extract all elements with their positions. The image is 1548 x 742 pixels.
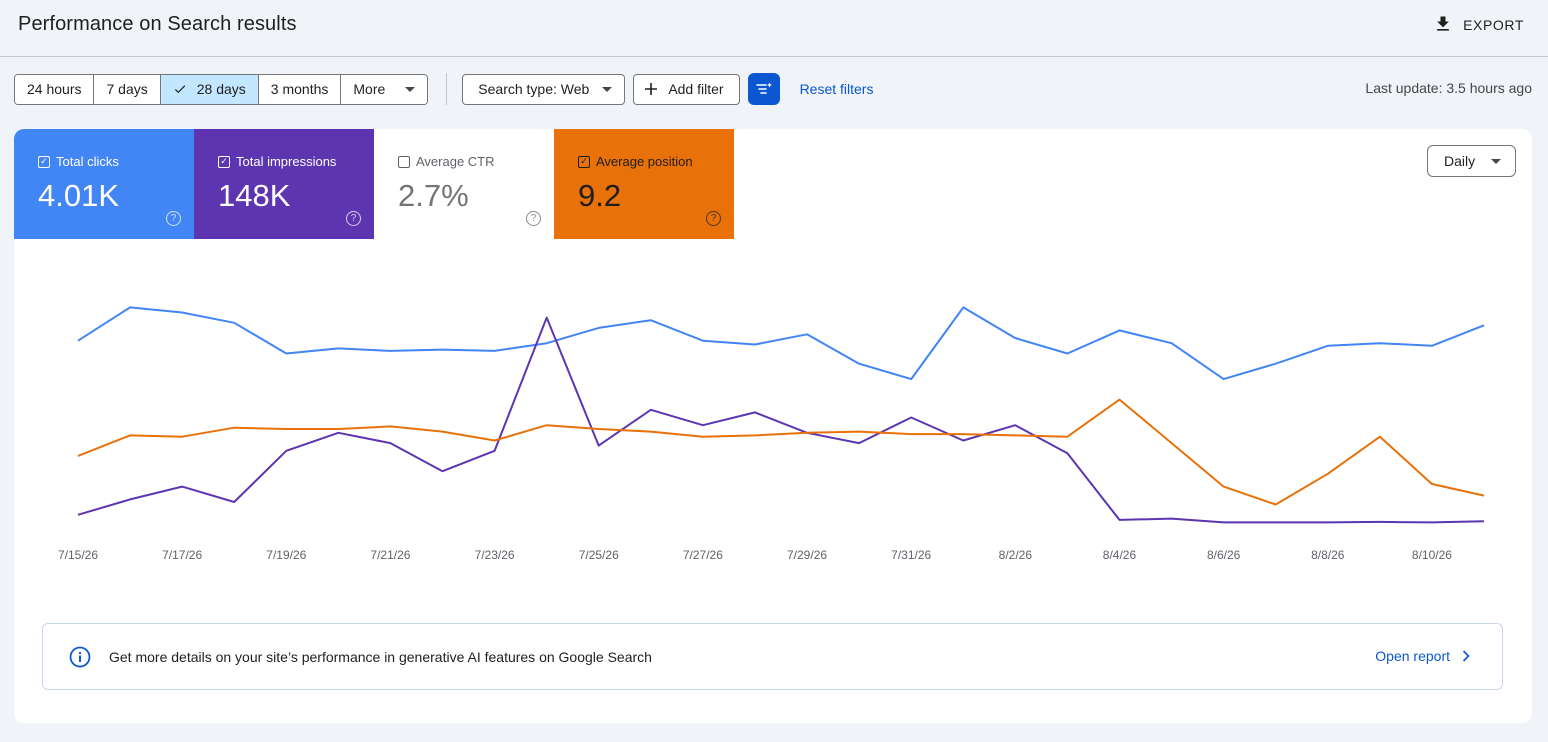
check-icon <box>173 82 187 96</box>
date-range-selector: 24 hours 7 days 28 days 3 months More <box>14 73 429 105</box>
metric-label-row: Average CTR <box>398 154 495 169</box>
metric-tabs: ✓ Total clicks 4.01K ? ✓ Total impressio… <box>14 129 734 239</box>
date-range-24-hours[interactable]: 24 hours <box>15 74 95 104</box>
info-icon <box>69 646 91 668</box>
open-report-label: Open report <box>1375 648 1450 664</box>
x-tick-label: 7/31/26 <box>891 548 931 562</box>
export-button[interactable]: EXPORT <box>1433 12 1524 38</box>
date-range-label: 28 days <box>196 81 246 97</box>
date-range-label: 7 days <box>106 81 148 97</box>
x-tick-label: 8/10/26 <box>1412 548 1452 562</box>
help-icon[interactable]: ? <box>166 211 181 226</box>
series-line-total-clicks <box>77 306 1485 381</box>
page-header: Performance on Search results EXPORT <box>0 0 1548 57</box>
x-tick-label: 8/6/26 <box>1207 548 1241 562</box>
series-line-average-position <box>77 398 1485 506</box>
filter-toolbar: 24 hours 7 days 28 days 3 months More Se… <box>14 73 873 105</box>
last-update-text: Last update: 3.5 hours ago <box>1365 80 1532 96</box>
date-range-label: More <box>353 81 386 97</box>
date-range-3-months[interactable]: 3 months <box>258 74 342 104</box>
help-icon[interactable]: ? <box>526 211 541 226</box>
metric-value: 148K <box>218 178 291 213</box>
x-tick-label: 8/4/26 <box>1103 548 1137 562</box>
x-tick-label: 7/29/26 <box>787 548 827 562</box>
ai-features-banner: Get more details on your site’s performa… <box>42 623 1503 690</box>
date-range-more-dropdown[interactable]: More <box>341 74 428 104</box>
metric-label-row: ✓ Total clicks <box>38 154 119 169</box>
granularity-dropdown[interactable]: Daily <box>1427 145 1516 177</box>
add-filter-button[interactable]: Add filter <box>633 73 740 105</box>
toolbar-divider <box>446 73 448 105</box>
page-title: Performance on Search results <box>18 13 297 35</box>
x-tick-label: 8/8/26 <box>1311 548 1345 562</box>
checkbox-checked-icon[interactable]: ✓ <box>38 155 50 168</box>
granularity-label: Daily <box>1444 153 1476 169</box>
x-tick-label: 7/15/26 <box>58 548 98 562</box>
checkbox-unchecked-icon[interactable] <box>398 155 410 168</box>
metric-value: 9.2 <box>578 178 622 213</box>
search-type-dropdown[interactable]: Search type: Web <box>462 73 626 105</box>
series-line-total-impressions <box>77 316 1485 524</box>
date-range-label: 24 hours <box>27 81 82 97</box>
reset-filters-link[interactable]: Reset filters <box>799 81 874 97</box>
metric-label-row: ✓ Total impressions <box>218 154 336 169</box>
x-tick-label: 7/27/26 <box>683 548 723 562</box>
banner-text: Get more details on your site’s performa… <box>109 649 652 665</box>
caret-down-icon <box>602 86 613 92</box>
help-icon[interactable]: ? <box>346 211 361 226</box>
metric-label: Average position <box>596 154 693 169</box>
open-report-link[interactable]: Open report <box>1375 648 1470 664</box>
metric-label: Total clicks <box>56 154 119 169</box>
metric-label: Average CTR <box>416 154 495 169</box>
metric-average-position[interactable]: ✓ Average position 9.2 ? <box>554 129 734 239</box>
x-tick-label: 7/21/26 <box>370 548 410 562</box>
search-type-label: Search type: Web <box>478 81 590 97</box>
metric-total-clicks[interactable]: ✓ Total clicks 4.01K ? <box>14 129 194 239</box>
smart-filter-button[interactable] <box>747 73 780 105</box>
metric-total-impressions[interactable]: ✓ Total impressions 148K ? <box>194 129 374 239</box>
add-filter-label: Add filter <box>668 81 724 97</box>
filter-sparkle-icon <box>755 80 773 98</box>
x-tick-label: 7/25/26 <box>579 548 619 562</box>
metric-value: 2.7% <box>398 178 469 213</box>
metric-label: Total impressions <box>236 154 337 169</box>
metric-value: 4.01K <box>38 178 120 213</box>
export-label: EXPORT <box>1463 17 1524 33</box>
x-tick-label: 8/2/26 <box>999 548 1033 562</box>
checkbox-checked-icon[interactable]: ✓ <box>578 155 590 168</box>
plus-icon <box>644 82 658 96</box>
download-icon <box>1433 14 1453 37</box>
metric-average-ctr[interactable]: Average CTR 2.7% ? <box>374 129 554 239</box>
x-tick-label: 7/17/26 <box>162 548 202 562</box>
chevron-right-icon <box>1462 650 1470 662</box>
help-icon[interactable]: ? <box>706 211 721 226</box>
checkbox-checked-icon[interactable]: ✓ <box>218 155 230 168</box>
caret-down-icon <box>1491 159 1501 164</box>
date-range-28-days[interactable]: 28 days <box>160 74 259 104</box>
date-range-7-days[interactable]: 7 days <box>94 74 161 104</box>
caret-down-icon <box>405 86 416 92</box>
metric-label-row: ✓ Average position <box>578 154 693 169</box>
performance-line-chart: 7/15/26 7/17/26 7/19/26 7/21/26 7/23/26 7/25/… <box>58 306 1485 562</box>
performance-card: ✓ Total clicks 4.01K ? ✓ Total impressio… <box>14 129 1532 723</box>
x-tick-label: 7/19/26 <box>266 548 306 562</box>
x-tick-label: 7/23/26 <box>475 548 515 562</box>
date-range-label: 3 months <box>270 81 329 97</box>
